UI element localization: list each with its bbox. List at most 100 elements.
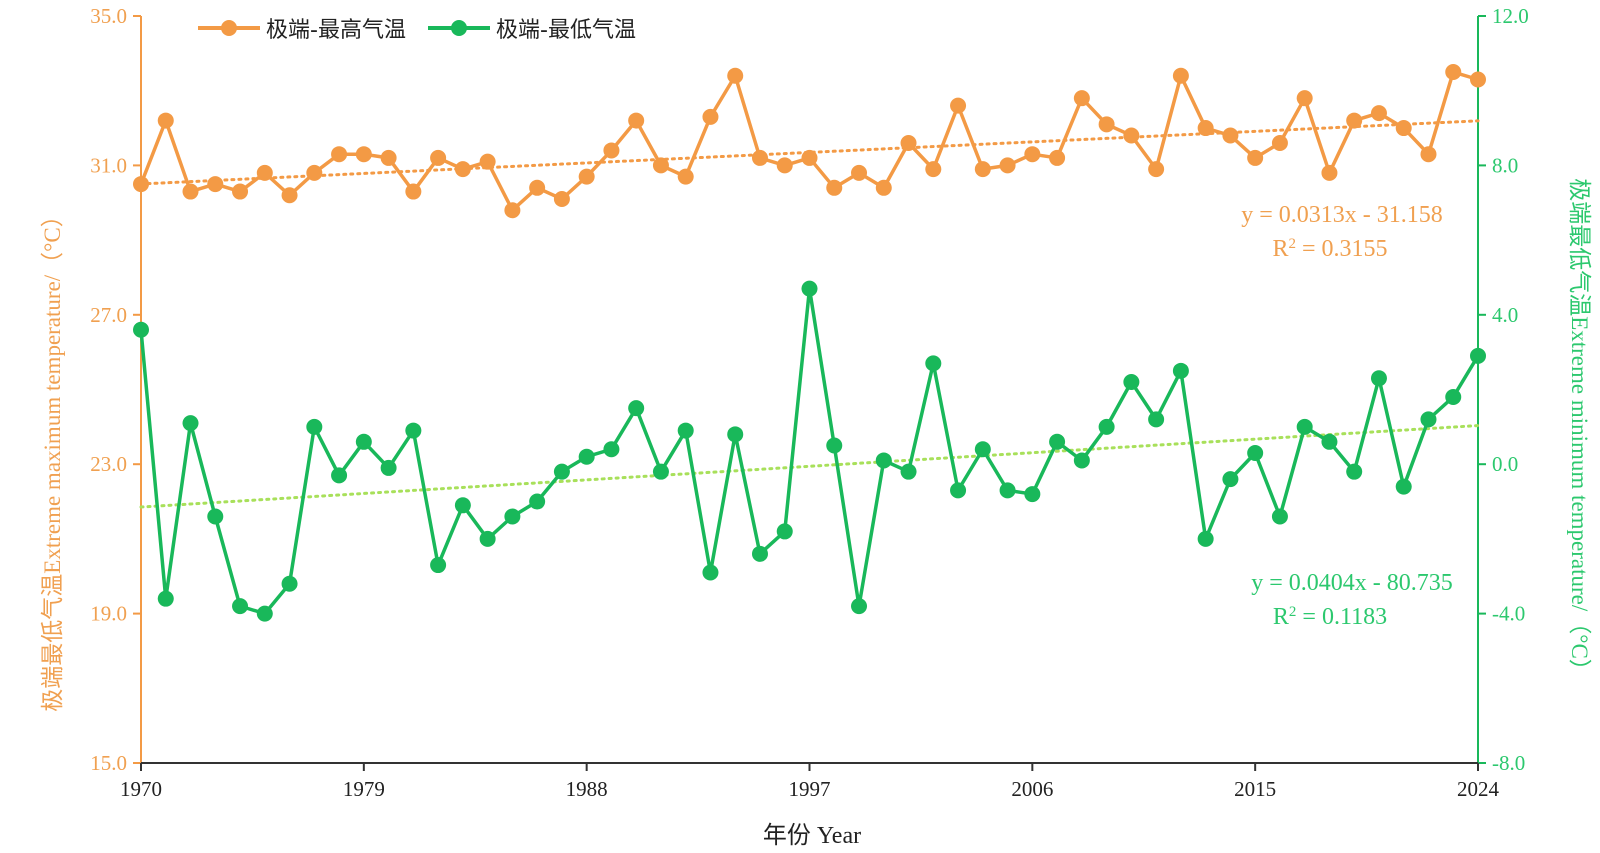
min-point [355, 433, 372, 450]
max-point [1172, 67, 1189, 84]
min-point [1222, 471, 1239, 488]
max-point [405, 183, 422, 200]
max-point [1049, 149, 1066, 166]
max-point [875, 179, 892, 196]
max-point [578, 168, 595, 185]
min-point [157, 590, 174, 607]
trend-max-equation: y = 0.0313x - 31.158 [1241, 202, 1443, 228]
left-tick-label: 23.0 [90, 452, 127, 476]
min-point [652, 463, 669, 480]
trend-line-max [139, 119, 1480, 186]
trend-line-min [139, 424, 1480, 509]
min-point [1098, 418, 1115, 435]
right-tick-label: 8.0 [1492, 153, 1518, 177]
min-point [256, 605, 273, 622]
right-tick-label: -8.0 [1492, 751, 1525, 775]
max-point [1395, 120, 1412, 137]
min-point [182, 415, 199, 432]
trend-lines [139, 119, 1480, 509]
max-point [1098, 116, 1115, 133]
max-point [1420, 146, 1437, 163]
max-point [454, 161, 471, 178]
max-point [1247, 149, 1264, 166]
min-point [925, 355, 942, 372]
min-point [727, 426, 744, 443]
x-tick-label: 2015 [1234, 777, 1276, 801]
max-point [1445, 64, 1462, 81]
x-tick-label: 1997 [789, 777, 831, 801]
max-point [925, 161, 942, 178]
min-point [1271, 508, 1288, 525]
max-point [603, 142, 620, 159]
min-point [628, 400, 645, 417]
min-point [454, 497, 471, 514]
min-point [306, 418, 323, 435]
min-point [974, 441, 991, 458]
max-point [1148, 161, 1165, 178]
legend-max-label: 极端-最高气温 [266, 18, 406, 43]
min-point [801, 280, 818, 297]
min-point [430, 557, 447, 574]
min-point [232, 598, 249, 615]
max-point [1271, 134, 1288, 151]
max-point [1346, 112, 1363, 129]
max-point [1321, 164, 1338, 181]
min-point [1049, 433, 1066, 450]
min-point [479, 530, 496, 547]
x-axis-ticks: 1970 1979 1988 1997 2006 2015 2024 [120, 763, 1500, 801]
min-point [504, 508, 521, 525]
max-point [553, 191, 570, 208]
right-tick-label: -4.0 [1492, 602, 1525, 626]
max-point [652, 157, 669, 174]
min-point [999, 482, 1016, 499]
max-point [232, 183, 249, 200]
min-point [1024, 486, 1041, 503]
max-point [207, 176, 224, 193]
min-point [1296, 418, 1313, 435]
min-point [1123, 374, 1140, 391]
min-point [677, 422, 694, 439]
x-tick-label: 1988 [566, 777, 608, 801]
right-tick-label: 12.0 [1492, 4, 1529, 28]
max-point [1073, 90, 1090, 107]
x-tick-label: 2024 [1457, 777, 1500, 801]
min-point [133, 321, 149, 338]
max-point [1370, 105, 1387, 122]
max-point [1222, 127, 1239, 144]
min-point [1073, 452, 1090, 469]
series-points [133, 64, 1486, 622]
max-point [776, 157, 793, 174]
max-point [281, 187, 298, 204]
left-tick-label: 19.0 [90, 602, 127, 626]
max-point [1470, 71, 1486, 88]
min-point [1420, 411, 1437, 428]
right-axis-ticks: 12.0 8.0 4.0 0.0 -4.0 -8.0 [1478, 4, 1529, 775]
min-point [1148, 411, 1165, 428]
max-point [751, 149, 768, 166]
legend: 极端-最高气温 极端-最低气温 [198, 18, 636, 43]
right-tick-label: 0.0 [1492, 452, 1518, 476]
min-point [1197, 530, 1214, 547]
left-tick-label: 27.0 [90, 303, 127, 327]
x-tick-label: 2006 [1011, 777, 1053, 801]
min-point [281, 575, 298, 592]
max-point [355, 146, 372, 163]
max-point [851, 164, 868, 181]
max-point [306, 164, 323, 181]
max-point [133, 176, 149, 193]
min-point [851, 598, 868, 615]
min-point [1470, 347, 1486, 364]
left-tick-label: 15.0 [90, 751, 127, 775]
y-axis-right-label: 极端最低气温Extreme minimum temperature/（°C） [1567, 178, 1592, 682]
min-point [578, 448, 595, 465]
max-point [380, 149, 397, 166]
max-point [677, 168, 694, 185]
min-point [1247, 444, 1264, 461]
max-point [702, 108, 719, 125]
trend-min-r2: R2 = 0.1183 [1273, 604, 1387, 630]
max-point [801, 149, 818, 166]
trend-min-equation: y = 0.0404x - 80.735 [1251, 570, 1453, 596]
max-point [479, 153, 496, 170]
min-point [553, 463, 570, 480]
